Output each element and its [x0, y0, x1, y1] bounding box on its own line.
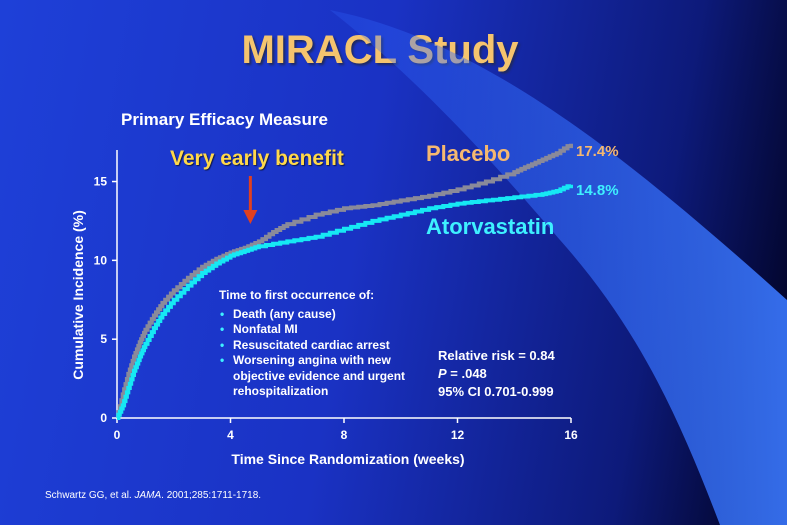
endpoint-item: Nonfatal MI — [219, 322, 424, 338]
series-line-placebo — [116, 143, 573, 420]
y-axis-label: Cumulative Incidence (%) — [70, 210, 86, 380]
atorvastatin-label: Atorvastatin — [426, 214, 555, 239]
endpoints-heading: Time to first occurrence of: — [219, 288, 375, 302]
p-number: = .048 — [446, 366, 487, 381]
x-tick-label: 12 — [451, 428, 465, 442]
placebo-end-value: 17.4% — [576, 143, 619, 160]
endpoint-item: Resuscitated cardiac arrest — [219, 338, 424, 354]
x-axis-label: Time Since Randomization (weeks) — [231, 451, 465, 467]
arrow-head — [243, 210, 258, 224]
chart-axes: 0 4 8 12 16 0 5 10 15 — [94, 150, 578, 442]
stats-box: Relative risk = 0.84 P = .048 95% CI 0.7… — [438, 347, 555, 401]
x-tick-label: 4 — [227, 428, 234, 442]
y-tick-label: 0 — [100, 411, 107, 425]
confidence-interval: 95% CI 0.701-0.999 — [438, 384, 554, 399]
p-label: P — [438, 366, 447, 381]
early-benefit-label: Very early benefit — [170, 147, 344, 170]
citation-journal: JAMA — [134, 490, 162, 501]
endpoints-box: Time to first occurrence of: Death (any … — [219, 288, 424, 400]
p-value: P = .048 — [438, 365, 555, 383]
x-tick-label: 0 — [114, 428, 121, 442]
citation-footer: Schwartz GG, et al. JAMA. 2001;285:1711-… — [45, 490, 261, 501]
citation-authors: Schwartz GG, et al. — [45, 490, 135, 501]
endpoints-list: Death (any cause) Nonfatal MI Resuscitat… — [219, 307, 424, 400]
atorvastatin-end-value: 14.8% — [576, 182, 619, 199]
endpoint-item: Worsening angina with new objective evid… — [219, 353, 424, 400]
chart-series — [116, 143, 573, 420]
placebo-label: Placebo — [426, 141, 511, 166]
chart-subtitle: Primary Efficacy Measure — [121, 110, 328, 129]
relative-risk: Relative risk = 0.84 — [438, 348, 555, 363]
y-tick-label: 5 — [100, 332, 107, 346]
endpoint-item: Death (any cause) — [219, 307, 424, 323]
x-tick-label: 8 — [341, 428, 348, 442]
early-benefit-arrow — [243, 176, 258, 224]
y-tick-label: 10 — [94, 253, 108, 267]
citation-details: . 2001;285:1711-1718. — [161, 490, 262, 501]
x-tick-label: 16 — [564, 428, 578, 442]
decorative-swoosh — [330, 10, 787, 525]
series-line-atorvastatin — [116, 184, 573, 420]
y-tick-label: 15 — [94, 175, 108, 189]
